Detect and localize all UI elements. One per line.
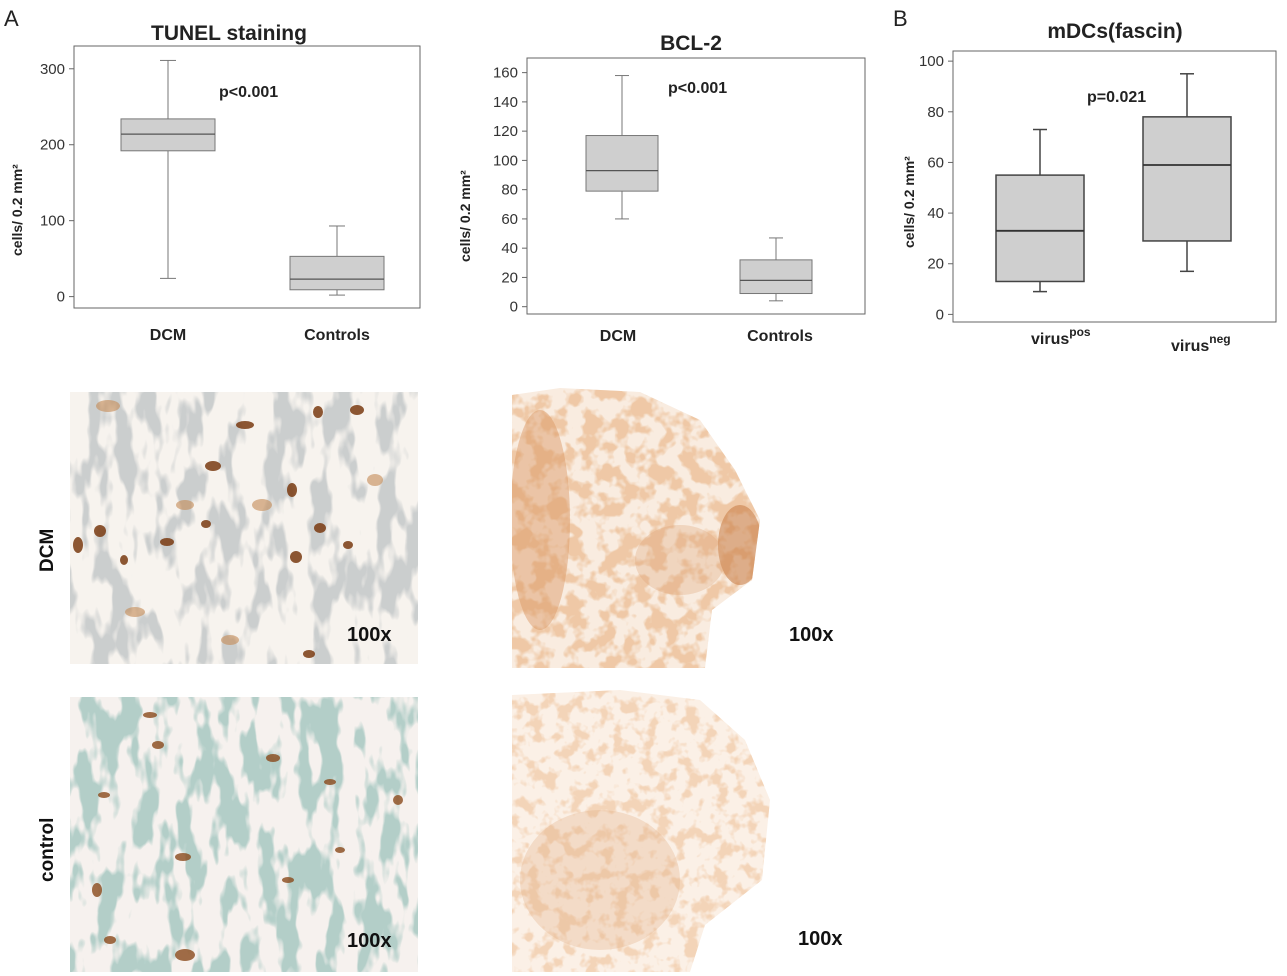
mdcs-plot-frame [952,50,1277,323]
tunel-control-magnification: 100x [347,930,392,952]
mdcs-y-tick-label: 100 [919,53,944,70]
tunel-y-axis-label: cells/ 0.2 mm² [9,164,25,256]
mdcs-chart: mDCs(fascin) p=0.021 cells/ 0.2 mm² 0 20 4… [901,20,1277,355]
tunel-dcm-magnification: 100x [347,624,392,646]
bcl2-category-dcm: DCM [600,328,636,345]
bcl2-y-tick-label: 60 [501,211,518,228]
bcl2-chart: BCL-2 p<0.001 cells/ 0.2 mm² 0 20 40 60 80 10… [457,32,866,345]
tunel-category-controls: Controls [304,327,370,344]
mdcs-y-ticks: 0 20 40 60 80 100 [919,53,953,323]
mdcs-box [1142,116,1232,242]
tunel-chart-title: TUNEL staining [151,22,307,45]
bcl2-y-tick-label: 20 [501,269,518,286]
bcl2-y-tick-label: 160 [493,65,518,82]
bcl2-control-magnification: 100x [798,928,843,950]
row-label-dcm: DCM [37,529,58,572]
bcl2-y-tick-label: 40 [501,240,518,257]
row-label-control: control [37,818,58,882]
mdcs-p-value: p=0.021 [1087,89,1146,106]
tunel-y-tick-label: 100 [40,213,65,230]
tunel-p-value: p<0.001 [219,84,278,101]
bcl2-category-controls: Controls [747,328,813,345]
mdcs-y-tick-label: 80 [927,104,944,121]
bcl2-y-tick-label: 80 [501,182,518,199]
bcl2-box [585,135,659,192]
mdcs-category-virus-pos: viruspos [1031,325,1091,348]
bcl2-boxes [585,75,813,302]
bcl2-y-tick-label: 140 [493,94,518,111]
tunel-category-dcm: DCM [150,327,186,344]
bcl2-p-value: p<0.001 [668,80,727,97]
bcl2-chart-title: BCL-2 [660,32,722,55]
tunel-chart: TUNEL staining p<0.001 cells/ 0.2 mm² 0 1… [9,22,421,344]
tunel-y-tick-label: 200 [40,137,65,154]
micrograph-bcl2-dcm: 100x [512,388,834,668]
mdcs-y-tick-label: 40 [927,205,944,222]
tunel-y-ticks: 0 100 200 300 [40,61,74,306]
tunel-plot-frame [73,45,421,309]
tunel-box [289,255,385,291]
mdcs-box [995,174,1085,283]
micrograph-tunel-dcm: 100x [70,392,418,664]
panel-letter-b: B [893,6,908,31]
bcl2-box [739,259,813,295]
micrograph-tunel-control: 100x [70,697,418,972]
tunel-boxes [120,59,385,296]
mdcs-y-tick-label: 0 [936,306,944,323]
mdcs-boxes [995,73,1232,293]
mdcs-chart-title: mDCs(fascin) [1047,20,1182,43]
mdcs-y-tick-label: 60 [927,154,944,171]
micrograph-bcl2-control: 100x [512,690,843,972]
tunel-y-tick-label: 300 [40,61,65,78]
bcl2-dcm-magnification: 100x [789,624,834,646]
bcl2-y-tick-label: 100 [493,152,518,169]
bcl2-y-tick-label: 0 [510,299,518,316]
mdcs-y-tick-label: 20 [927,256,944,273]
mdcs-category-virus-neg: virusneg [1171,332,1231,355]
tunel-box [120,118,216,152]
bcl2-plot-frame [526,57,866,315]
tunel-y-tick-label: 0 [57,289,65,306]
panel-letter-a: A [4,6,19,31]
bcl2-y-tick-label: 120 [493,123,518,140]
mdcs-y-axis-label: cells/ 0.2 mm² [901,156,917,248]
bcl2-y-ticks: 0 20 40 60 80 100 120 140 160 [493,65,527,316]
bcl2-y-axis-label: cells/ 0.2 mm² [457,170,473,262]
